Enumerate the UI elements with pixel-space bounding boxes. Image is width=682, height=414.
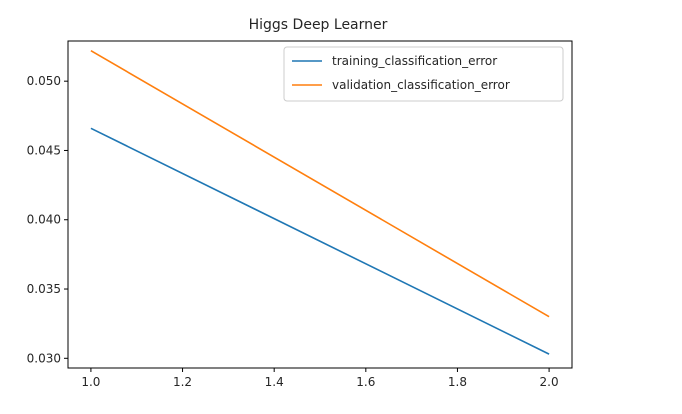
x-tick-label: 1.0 bbox=[81, 375, 100, 389]
x-tick-label: 1.6 bbox=[356, 375, 375, 389]
y-tick-label: 0.045 bbox=[27, 143, 61, 157]
x-axis: 1.0 1.2 1.4 1.6 1.8 2.0 bbox=[81, 368, 559, 389]
y-tick-label: 0.035 bbox=[27, 282, 61, 296]
x-tick-label: 1.4 bbox=[265, 375, 284, 389]
plot-area bbox=[90, 50, 550, 355]
x-tick-label: 1.8 bbox=[448, 375, 467, 389]
legend-box bbox=[283, 46, 564, 102]
series-line bbox=[90, 50, 550, 318]
y-tick-label: 0.040 bbox=[27, 213, 61, 227]
x-tick-label: 2.0 bbox=[540, 375, 559, 389]
y-tick-label: 0.050 bbox=[27, 74, 61, 88]
x-tick-label: 1.2 bbox=[173, 375, 192, 389]
chart-title: Higgs Deep Learner bbox=[249, 17, 388, 33]
series-line bbox=[90, 127, 550, 355]
legend-label: validation_classification_error bbox=[332, 78, 510, 92]
legend-label: training_classification_error bbox=[332, 54, 497, 68]
plot-frame bbox=[67, 40, 573, 369]
legend: training_classification_error validation_… bbox=[283, 46, 564, 102]
y-axis: 0.030 0.035 0.040 0.045 0.050 bbox=[27, 74, 68, 365]
y-tick-label: 0.030 bbox=[27, 351, 61, 365]
